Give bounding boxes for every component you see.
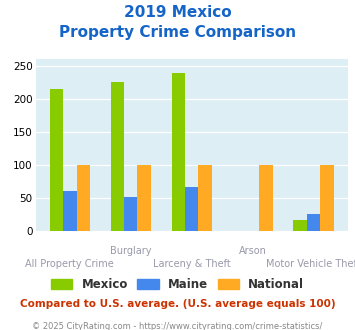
Text: Larceny & Theft: Larceny & Theft xyxy=(153,259,231,269)
Bar xyxy=(198,165,212,231)
Bar xyxy=(77,165,90,231)
Bar xyxy=(171,73,185,231)
Text: All Property Crime: All Property Crime xyxy=(26,259,114,269)
Text: Burglary: Burglary xyxy=(110,246,152,256)
Text: Motor Vehicle Theft: Motor Vehicle Theft xyxy=(266,259,355,269)
Bar xyxy=(260,165,273,231)
Bar xyxy=(294,220,307,231)
Text: Property Crime Comparison: Property Crime Comparison xyxy=(59,25,296,40)
Text: Compared to U.S. average. (U.S. average equals 100): Compared to U.S. average. (U.S. average … xyxy=(20,299,335,309)
Text: Arson: Arson xyxy=(239,246,267,256)
Bar xyxy=(320,165,334,231)
Text: 2019 Mexico: 2019 Mexico xyxy=(124,5,231,20)
Bar xyxy=(137,165,151,231)
Bar xyxy=(50,89,63,231)
Bar xyxy=(185,187,198,231)
Legend: Mexico, Maine, National: Mexico, Maine, National xyxy=(51,278,304,291)
Bar xyxy=(63,191,77,231)
Bar xyxy=(111,82,124,231)
Bar xyxy=(307,214,320,231)
Bar xyxy=(124,197,137,231)
Text: © 2025 CityRating.com - https://www.cityrating.com/crime-statistics/: © 2025 CityRating.com - https://www.city… xyxy=(32,322,323,330)
